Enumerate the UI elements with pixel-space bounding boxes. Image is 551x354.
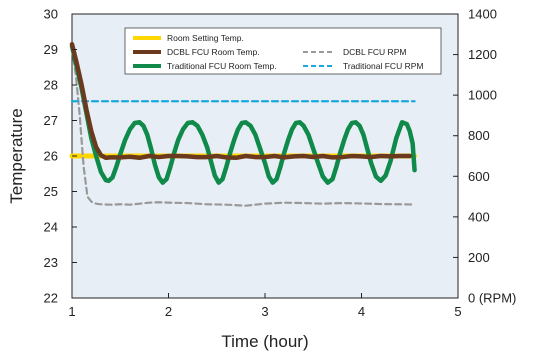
series-line-dcbl-fcu-rpm — [70, 47, 416, 207]
legend-label-traditional-fcu-rpm: Traditional FCU RPM — [343, 61, 423, 71]
series-line-traditional-fcu-room-temp — [69, 43, 417, 185]
x-tick-label-4: 4 — [358, 304, 365, 319]
y-tick-label-22: 22 — [44, 291, 58, 306]
y-tick-label-26: 26 — [44, 149, 58, 164]
legend-label-dcbl-fcu-rpm: DCBL FCU RPM — [343, 47, 406, 57]
series-layer — [69, 41, 418, 207]
y-tick-label-25: 25 — [44, 184, 58, 199]
y2-tick-label-1200: 1200 — [468, 47, 497, 62]
y-tick-label-28: 28 — [44, 78, 58, 93]
y2-tick-label-1400: 1400 — [468, 7, 497, 22]
x-tick-label-5: 5 — [454, 304, 461, 319]
x-tick-label-3: 3 — [261, 304, 268, 319]
y-tick-label-24: 24 — [44, 220, 58, 235]
x-tick-label-1: 1 — [68, 304, 75, 319]
y2-tick-label-800: 800 — [468, 128, 490, 143]
y-tick-label-23: 23 — [44, 255, 58, 270]
y2-tick-label-200: 200 — [468, 250, 490, 265]
y2-tick-label-0-rpm: 0 (RPM) — [468, 291, 516, 306]
x-axis-title: Time (hour) — [221, 332, 308, 351]
y2-tick-label-600: 600 — [468, 169, 490, 184]
legend-box — [124, 27, 442, 75]
y-axis-title: Temperature — [7, 108, 26, 203]
x-tick-label-2: 2 — [165, 304, 172, 319]
y-tick-label-27: 27 — [44, 113, 58, 128]
legend-label-traditional-fcu-room-temp: Traditional FCU Room Temp. — [167, 61, 277, 71]
series-line-dcbl-fcu-room-temp — [69, 41, 412, 161]
y2-tick-label-400: 400 — [468, 209, 490, 224]
y-tick-label-30: 30 — [44, 7, 58, 22]
legend-label-room-setting-temp: Room Setting Temp. — [167, 33, 244, 43]
y-tick-label-29: 29 — [44, 42, 58, 57]
legend: Room Setting Temp. DCBL FCU Room Temp. T… — [124, 27, 442, 75]
y2-tick-label-1000: 1000 — [468, 88, 497, 103]
legend-label-dcbl-fcu-room-temp: DCBL FCU Room Temp. — [167, 47, 260, 57]
